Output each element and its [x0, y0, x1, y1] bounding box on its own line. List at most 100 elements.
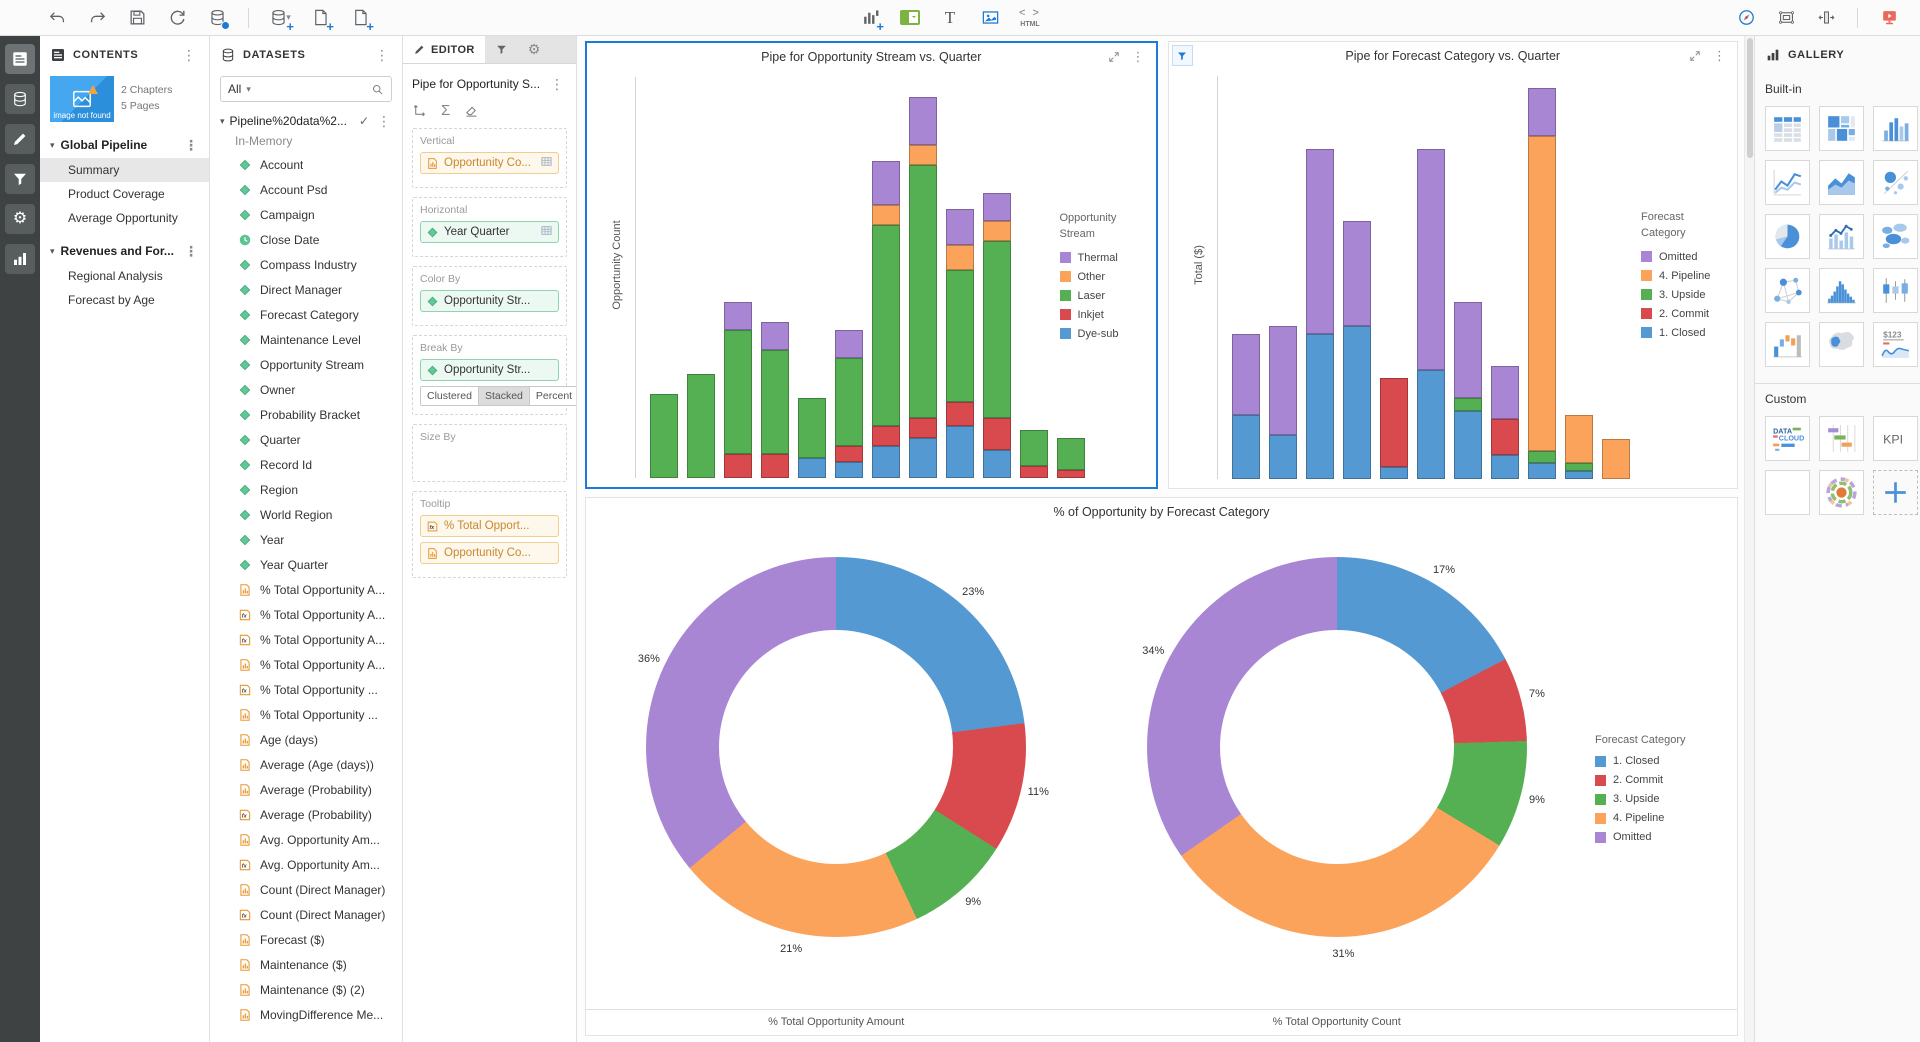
- dataset-field[interactable]: Region: [210, 477, 402, 502]
- gallery-tile-geospatial[interactable]: [1819, 322, 1864, 367]
- dataset-field[interactable]: Average (Age (days)): [210, 752, 402, 777]
- bar-segment-1-closed[interactable]: [1305, 333, 1334, 479]
- chapter-menu-button[interactable]: ⋮: [184, 136, 198, 153]
- page-item[interactable]: Product Coverage: [68, 187, 165, 201]
- bar-segment-1-closed[interactable]: [1490, 454, 1519, 479]
- bar-segment-laser[interactable]: [724, 329, 752, 454]
- bar-segment-1-closed[interactable]: [1379, 466, 1408, 479]
- gallery-tile-network[interactable]: [1765, 268, 1810, 313]
- toggle-option-stacked[interactable]: Stacked: [478, 386, 530, 406]
- legend-entry[interactable]: 1. Closed: [1595, 755, 1713, 767]
- legend-entry[interactable]: 2. Commit: [1641, 308, 1729, 320]
- viz-filter-button[interactable]: [1171, 45, 1193, 66]
- dataset-field[interactable]: Average (Probability): [210, 802, 402, 827]
- add-visualization-button[interactable]: +: [853, 4, 887, 33]
- drop-zone-horizontal[interactable]: Horizontal Year Quarter: [412, 197, 567, 257]
- gallery-tile-kpi-sparkline[interactable]: [1873, 322, 1918, 367]
- bar-segment-dye-sub[interactable]: [835, 461, 863, 478]
- bar-segment-thermal[interactable]: [909, 97, 937, 146]
- gallery-tile-add-custom[interactable]: [1873, 470, 1918, 515]
- toggle-option-percent[interactable]: Percent: [529, 386, 576, 406]
- rail-datasets-button[interactable]: [5, 84, 35, 114]
- editor-viz-menu-button[interactable]: ⋮: [550, 75, 564, 92]
- add-selector-button[interactable]: [893, 4, 927, 32]
- dataset-field[interactable]: Compass Industry: [210, 252, 402, 277]
- bar-segment-omitted[interactable]: [1342, 221, 1371, 326]
- bar-segment-1-closed[interactable]: [1453, 410, 1482, 479]
- gallery-tile-box-plot[interactable]: [1873, 268, 1918, 313]
- scrollbar-thumb[interactable]: [1747, 38, 1753, 158]
- field-pill[interactable]: Year Quarter: [420, 221, 559, 243]
- field-pill[interactable]: Opportunity Str...: [420, 290, 559, 312]
- gallery-tile-pie-chart[interactable]: [1765, 214, 1810, 259]
- chapter-menu-button[interactable]: ⋮: [184, 242, 198, 259]
- dataset-search-box[interactable]: All ▾: [220, 76, 392, 102]
- bar-segment-other[interactable]: [983, 221, 1011, 242]
- sigma-icon[interactable]: Σ: [441, 101, 451, 119]
- page-item[interactable]: Average Opportunity: [68, 211, 178, 225]
- format-compass-button[interactable]: [1729, 4, 1763, 32]
- gallery-tile-grid[interactable]: [1765, 106, 1810, 151]
- bar-segment-laser[interactable]: [835, 357, 863, 446]
- bar-column[interactable]: [946, 77, 974, 478]
- bar-segment-laser[interactable]: [983, 241, 1011, 418]
- bar-column[interactable]: [1527, 76, 1556, 479]
- legend-entry[interactable]: Thermal: [1059, 252, 1148, 264]
- bar-segment-omitted[interactable]: [1268, 325, 1297, 435]
- gallery-tile-waterfall[interactable]: [1765, 322, 1810, 367]
- bar-column[interactable]: [1564, 76, 1593, 479]
- bar-column[interactable]: [798, 77, 826, 478]
- legend-entry[interactable]: Dye-sub: [1059, 328, 1148, 340]
- redo-button[interactable]: [80, 4, 114, 32]
- legend-entry[interactable]: 3. Upside: [1595, 793, 1713, 805]
- bar-column[interactable]: [835, 77, 863, 478]
- legend-entry[interactable]: Omitted: [1641, 251, 1729, 263]
- donut-ring[interactable]: [646, 557, 1027, 937]
- bar-segment-laser[interactable]: [687, 373, 715, 478]
- bar-segment-4-pipeline[interactable]: [1601, 438, 1630, 479]
- dataset-field[interactable]: Maintenance ($): [210, 952, 402, 977]
- legend-entry[interactable]: Laser: [1059, 290, 1148, 302]
- bar-segment-dye-sub[interactable]: [909, 437, 937, 478]
- bar-segment-omitted[interactable]: [1305, 148, 1334, 334]
- maximize-icon[interactable]: [1108, 51, 1120, 63]
- bar-segment-inkjet[interactable]: [946, 401, 974, 426]
- bar-segment-1-closed[interactable]: [1416, 370, 1445, 479]
- dataset-field[interactable]: Account Psd: [210, 177, 402, 202]
- bar-segment-other[interactable]: [909, 145, 937, 166]
- bar-segment-laser[interactable]: [946, 269, 974, 402]
- legend-entry[interactable]: 2. Commit: [1595, 774, 1713, 786]
- legend-entry[interactable]: 1. Closed: [1641, 327, 1729, 339]
- present-button[interactable]: [1872, 4, 1906, 32]
- fit-width-button[interactable]: [1809, 4, 1843, 32]
- bar-column[interactable]: [983, 77, 1011, 478]
- rail-format-button[interactable]: [5, 124, 35, 154]
- bar-segment-1-closed[interactable]: [1527, 462, 1556, 479]
- bar-segment-inkjet[interactable]: [835, 445, 863, 462]
- bar-segment-2-commit[interactable]: [1379, 378, 1408, 467]
- bar-segment-3-upside[interactable]: [1527, 450, 1556, 463]
- bar-segment-laser[interactable]: [650, 393, 678, 478]
- bar-segment-laser[interactable]: [798, 397, 826, 458]
- dataset-field[interactable]: Owner: [210, 377, 402, 402]
- gallery-tile-heat-map[interactable]: [1819, 106, 1864, 151]
- bar-column[interactable]: [1231, 76, 1260, 479]
- dataset-field[interactable]: % Total Opportunity A...: [210, 627, 402, 652]
- bar-segment-1-closed[interactable]: [1268, 434, 1297, 479]
- dataset-name[interactable]: Pipeline%20data%2...: [229, 114, 347, 128]
- drop-zone-color-by[interactable]: Color By Opportunity Str...: [412, 266, 567, 326]
- bar-segment-other[interactable]: [872, 205, 900, 226]
- bar-segment-inkjet[interactable]: [872, 425, 900, 446]
- bar-column[interactable]: [1020, 77, 1048, 478]
- refresh-button[interactable]: [160, 4, 194, 32]
- bar-segment-dye-sub[interactable]: [946, 425, 974, 478]
- bar-segment-laser[interactable]: [1057, 437, 1085, 470]
- contents-menu-button[interactable]: ⋮: [182, 46, 196, 63]
- datasets-menu-button[interactable]: ⋮: [375, 46, 389, 63]
- legend-entry[interactable]: Other: [1059, 271, 1148, 283]
- drop-zone-tooltip[interactable]: Tooltip % Total Opport... Opportunity Co..…: [412, 491, 567, 578]
- bar-segment-thermal[interactable]: [872, 161, 900, 206]
- dataset-field[interactable]: % Total Opportunity ...: [210, 677, 402, 702]
- rail-contents-button[interactable]: [5, 44, 35, 74]
- search-icon[interactable]: [371, 83, 384, 96]
